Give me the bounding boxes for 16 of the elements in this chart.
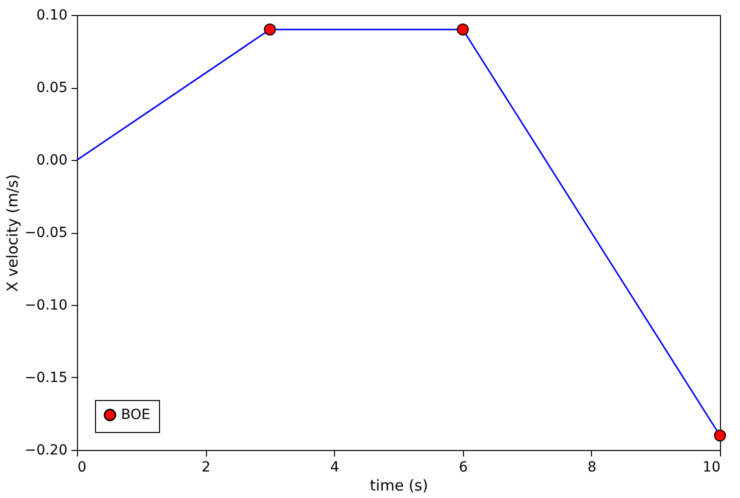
y-tick-label: −0.05 [24,225,68,241]
y-axis-title: X velocity (m/s) [4,174,22,292]
x-tick-label: 0 [78,460,86,476]
y-tick-label: −0.15 [24,370,68,386]
x-tick-label: 10 [702,460,720,476]
y-tick-label: −0.10 [24,298,68,314]
x-tick-label: 8 [587,460,596,476]
y-tick-label: −0.20 [24,442,68,458]
x-axis-title: time (s) [370,476,428,494]
y-tick-label: 0.00 [36,152,68,168]
legend-label: BOE [121,407,150,423]
x-tick-label: 2 [202,460,211,476]
y-tick-label: 0.10 [36,8,68,24]
y-tick-label: 0.05 [36,80,68,96]
x-tick-label: 4 [330,460,340,476]
x-tick-label: 6 [458,460,468,476]
